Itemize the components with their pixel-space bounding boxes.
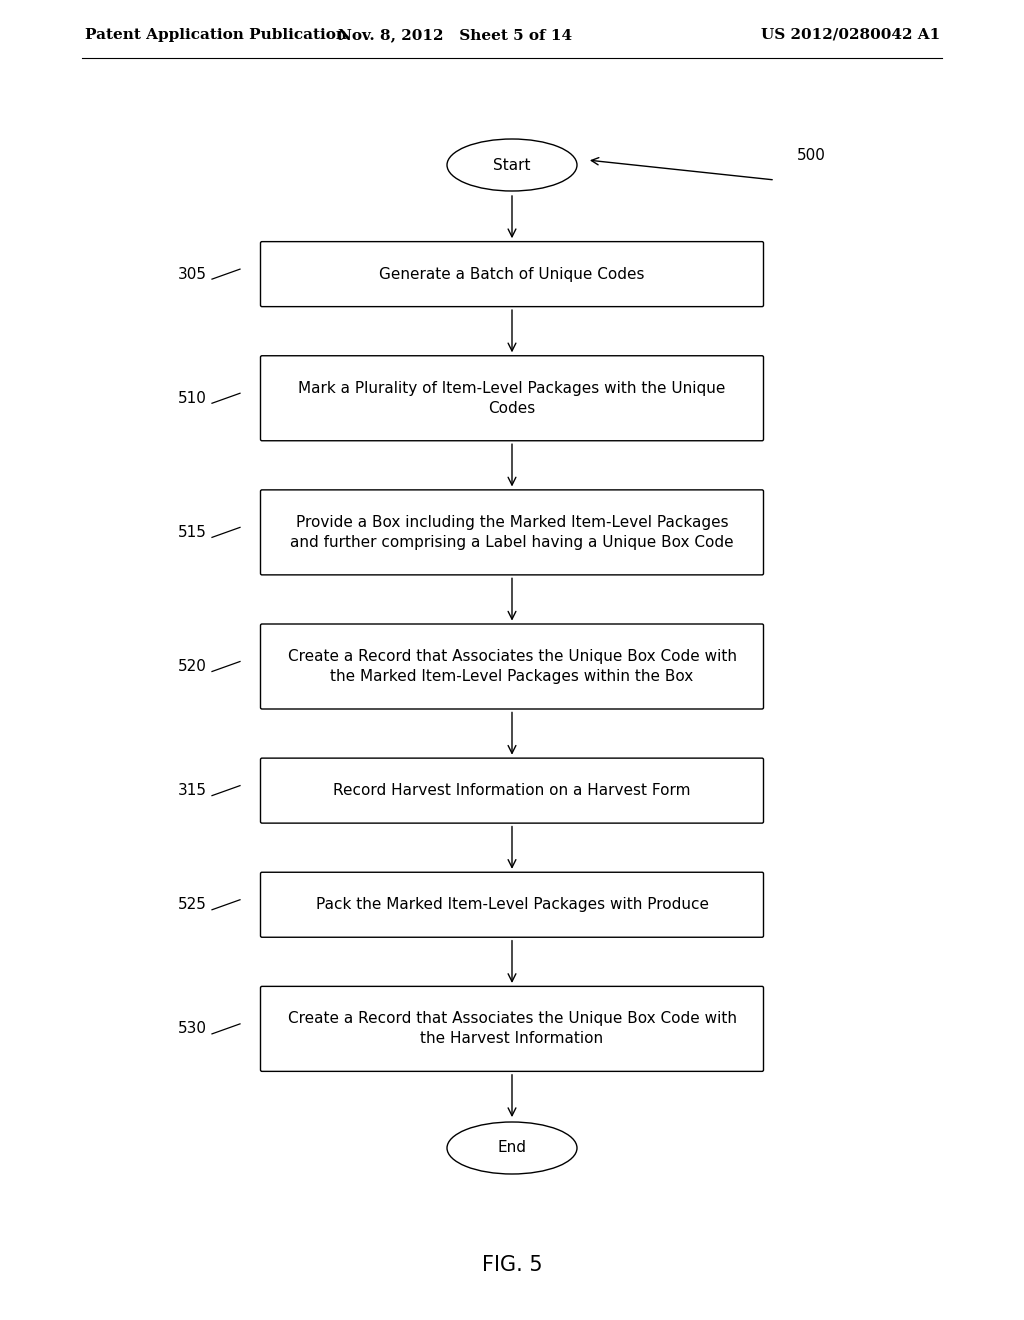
FancyBboxPatch shape bbox=[260, 490, 764, 576]
Text: 520: 520 bbox=[178, 659, 207, 675]
Text: 510: 510 bbox=[178, 391, 207, 405]
Text: Pack the Marked Item-Level Packages with Produce: Pack the Marked Item-Level Packages with… bbox=[315, 898, 709, 912]
Text: End: End bbox=[498, 1140, 526, 1155]
FancyBboxPatch shape bbox=[260, 242, 764, 306]
Text: Start: Start bbox=[494, 157, 530, 173]
Text: 515: 515 bbox=[178, 525, 207, 540]
Ellipse shape bbox=[447, 1122, 577, 1173]
FancyBboxPatch shape bbox=[260, 356, 764, 441]
Text: Create a Record that Associates the Unique Box Code with
the Marked Item-Level P: Create a Record that Associates the Uniq… bbox=[288, 649, 736, 684]
Text: US 2012/0280042 A1: US 2012/0280042 A1 bbox=[761, 28, 940, 42]
Text: 500: 500 bbox=[797, 148, 826, 162]
Text: FIG. 5: FIG. 5 bbox=[481, 1255, 543, 1275]
Text: Record Harvest Information on a Harvest Form: Record Harvest Information on a Harvest … bbox=[333, 783, 691, 799]
Ellipse shape bbox=[447, 139, 577, 191]
Text: Generate a Batch of Unique Codes: Generate a Batch of Unique Codes bbox=[379, 267, 645, 281]
FancyBboxPatch shape bbox=[260, 873, 764, 937]
Text: Provide a Box including the Marked Item-Level Packages
and further comprising a : Provide a Box including the Marked Item-… bbox=[290, 515, 734, 549]
Text: Patent Application Publication: Patent Application Publication bbox=[85, 28, 347, 42]
Text: 530: 530 bbox=[178, 1022, 207, 1036]
Text: Nov. 8, 2012   Sheet 5 of 14: Nov. 8, 2012 Sheet 5 of 14 bbox=[338, 28, 572, 42]
FancyBboxPatch shape bbox=[260, 986, 764, 1072]
FancyBboxPatch shape bbox=[260, 624, 764, 709]
Text: 315: 315 bbox=[178, 783, 207, 799]
Text: Mark a Plurality of Item-Level Packages with the Unique
Codes: Mark a Plurality of Item-Level Packages … bbox=[298, 381, 726, 416]
Text: 305: 305 bbox=[178, 267, 207, 281]
Text: Create a Record that Associates the Unique Box Code with
the Harvest Information: Create a Record that Associates the Uniq… bbox=[288, 1011, 736, 1047]
Text: 525: 525 bbox=[178, 898, 207, 912]
FancyBboxPatch shape bbox=[260, 758, 764, 824]
